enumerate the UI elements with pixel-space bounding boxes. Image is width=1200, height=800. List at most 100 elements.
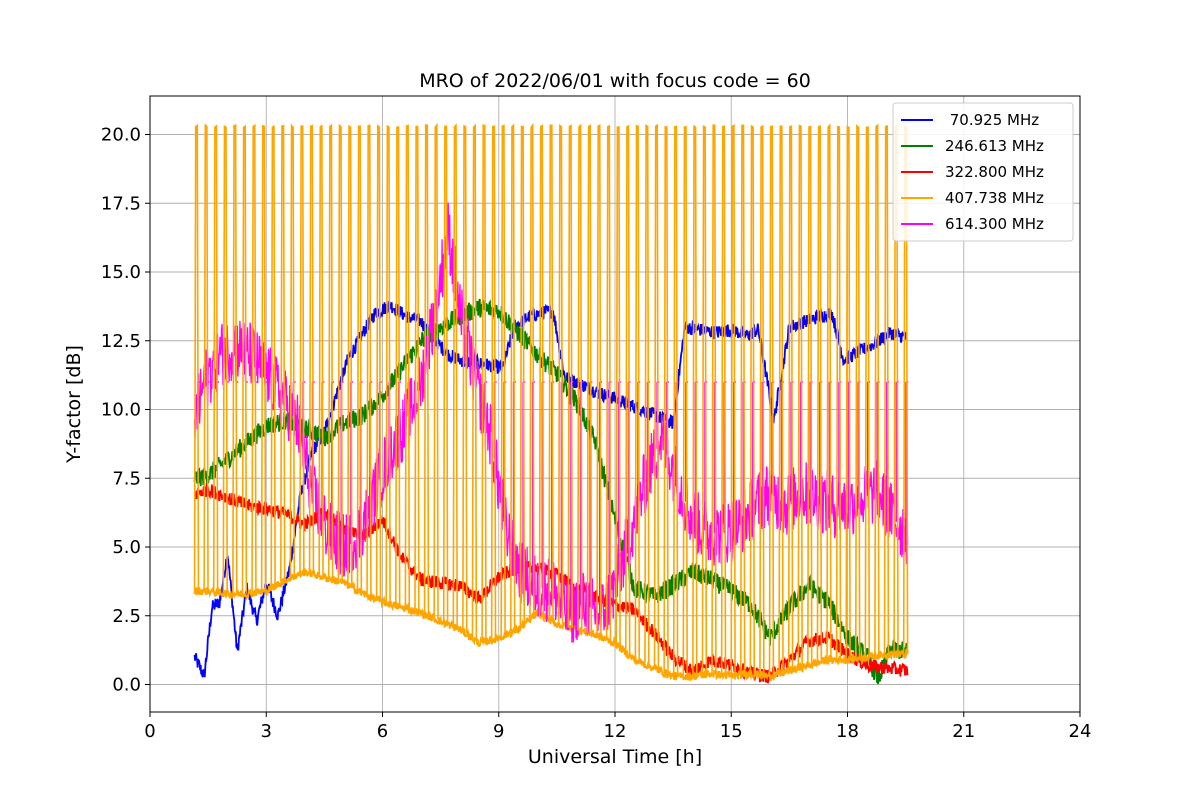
calibration-spike <box>337 123 343 582</box>
series-3-spikes <box>193 122 909 677</box>
calibration-spike <box>347 124 353 587</box>
calibration-spike <box>452 123 458 628</box>
y-tick-label: 15.0 <box>101 262 141 283</box>
calibration-spike <box>375 124 382 601</box>
calibration-spike <box>462 124 468 633</box>
series-line <box>193 565 909 682</box>
calibration-spike <box>509 123 516 632</box>
calibration-spike <box>318 124 324 577</box>
x-tick-label: 0 <box>144 721 155 742</box>
calibration-spike <box>883 125 890 655</box>
calibration-spike <box>739 124 746 675</box>
calibration-spike <box>624 124 631 655</box>
calibration-spike <box>605 124 612 641</box>
calibration-spike <box>845 125 851 660</box>
calibration-spike <box>577 123 583 631</box>
calibration-spike <box>615 125 621 646</box>
y-tick-label: 10.0 <box>101 400 141 421</box>
legend-entry: 614.300 MHz <box>945 215 1044 233</box>
x-tick-label: 9 <box>493 721 504 742</box>
calibration-spike <box>557 124 564 626</box>
calibration-spike <box>308 124 315 574</box>
calibration-spike <box>289 123 296 578</box>
calibration-spike <box>644 123 650 666</box>
calibration-spike <box>797 124 803 668</box>
x-tick-label: 15 <box>720 721 743 742</box>
legend: 70.925 MHz 246.613 MHz 322.800 MHz 407.738 … <box>892 102 1074 242</box>
calibration-spike <box>807 125 813 665</box>
calibration-spike <box>385 124 391 604</box>
calibration-spike <box>299 125 305 574</box>
legend-entry: 70.925 MHz <box>945 111 1039 129</box>
y-tick-label: 7.5 <box>112 468 141 489</box>
y-tick-label: 5.0 <box>112 537 141 558</box>
series-spikes <box>196 346 909 616</box>
x-axis: 0 3 6 9 12 15 18 21 24 <box>144 712 1091 742</box>
series-line <box>193 483 909 684</box>
calibration-spike <box>395 126 401 607</box>
calibration-spike <box>481 124 487 642</box>
calibration-spike <box>423 124 430 616</box>
calibration-spike <box>778 125 784 674</box>
calibration-spike <box>634 124 641 662</box>
y-axis: 0.0 2.5 5.0 7.5 10.0 12.5 15.0 17.5 20.0 <box>101 125 150 696</box>
calibration-spike <box>241 124 248 594</box>
calibration-spike <box>826 123 832 660</box>
calibration-spike <box>366 124 372 597</box>
legend-entry: 246.613 MHz <box>945 137 1044 155</box>
calibration-spike <box>222 125 228 594</box>
y-tick-label: 12.5 <box>101 331 141 352</box>
calibration-spike <box>730 124 736 676</box>
calibration-spike <box>471 123 478 640</box>
calibration-spike <box>768 125 775 676</box>
calibration-spike <box>663 125 669 674</box>
x-tick-label: 18 <box>836 721 859 742</box>
x-tick-label: 6 <box>377 721 388 742</box>
calibration-spike <box>414 125 420 612</box>
calibration-spike <box>596 124 602 637</box>
calibration-spike <box>260 124 267 592</box>
y-tick-label: 17.5 <box>101 193 141 214</box>
calibration-spike <box>749 124 756 674</box>
x-axis-label: Universal Time [h] <box>528 746 702 768</box>
calibration-spike <box>538 124 545 616</box>
grid <box>149 96 1081 712</box>
calibration-spike <box>280 124 286 582</box>
calibration-spike <box>519 125 526 626</box>
calibration-spike <box>548 124 554 621</box>
calibration-spike <box>701 125 708 675</box>
calibration-spike <box>529 122 535 618</box>
series-2 <box>193 483 909 684</box>
series-3 <box>193 565 909 682</box>
calibration-spike <box>327 123 334 580</box>
calibration-spike <box>692 124 698 676</box>
calibration-spike <box>874 123 880 656</box>
calibration-spike <box>672 125 679 677</box>
legend-box <box>892 102 1074 242</box>
calibration-spike <box>203 123 209 592</box>
chart-title: MRO of 2022/06/01 with focus code = 60 <box>419 70 811 92</box>
x-tick-label: 24 <box>1069 721 1092 742</box>
calibration-spike <box>653 123 660 670</box>
calibration-spike <box>232 124 238 594</box>
y-tick-label: 0.0 <box>112 675 141 696</box>
calibration-spike <box>500 124 506 636</box>
y-tick-label: 20.0 <box>101 125 141 146</box>
calibration-spike <box>404 124 411 610</box>
x-tick-label: 21 <box>952 721 975 742</box>
y-axis-label: Y-factor [dB] <box>63 345 85 464</box>
calibration-spike <box>270 124 276 588</box>
calibration-spike <box>711 124 717 674</box>
x-tick-label: 3 <box>261 721 272 742</box>
calibration-spike <box>864 126 871 657</box>
calibration-spike <box>193 123 200 592</box>
calibration-spike <box>835 125 842 660</box>
calibration-spike <box>490 125 497 640</box>
calibration-spike <box>212 124 219 593</box>
calibration-spike <box>787 125 794 671</box>
calibration-spike <box>586 124 593 634</box>
calibration-spike <box>816 124 823 663</box>
calibration-spike <box>854 124 861 659</box>
calibration-spike <box>682 125 688 677</box>
